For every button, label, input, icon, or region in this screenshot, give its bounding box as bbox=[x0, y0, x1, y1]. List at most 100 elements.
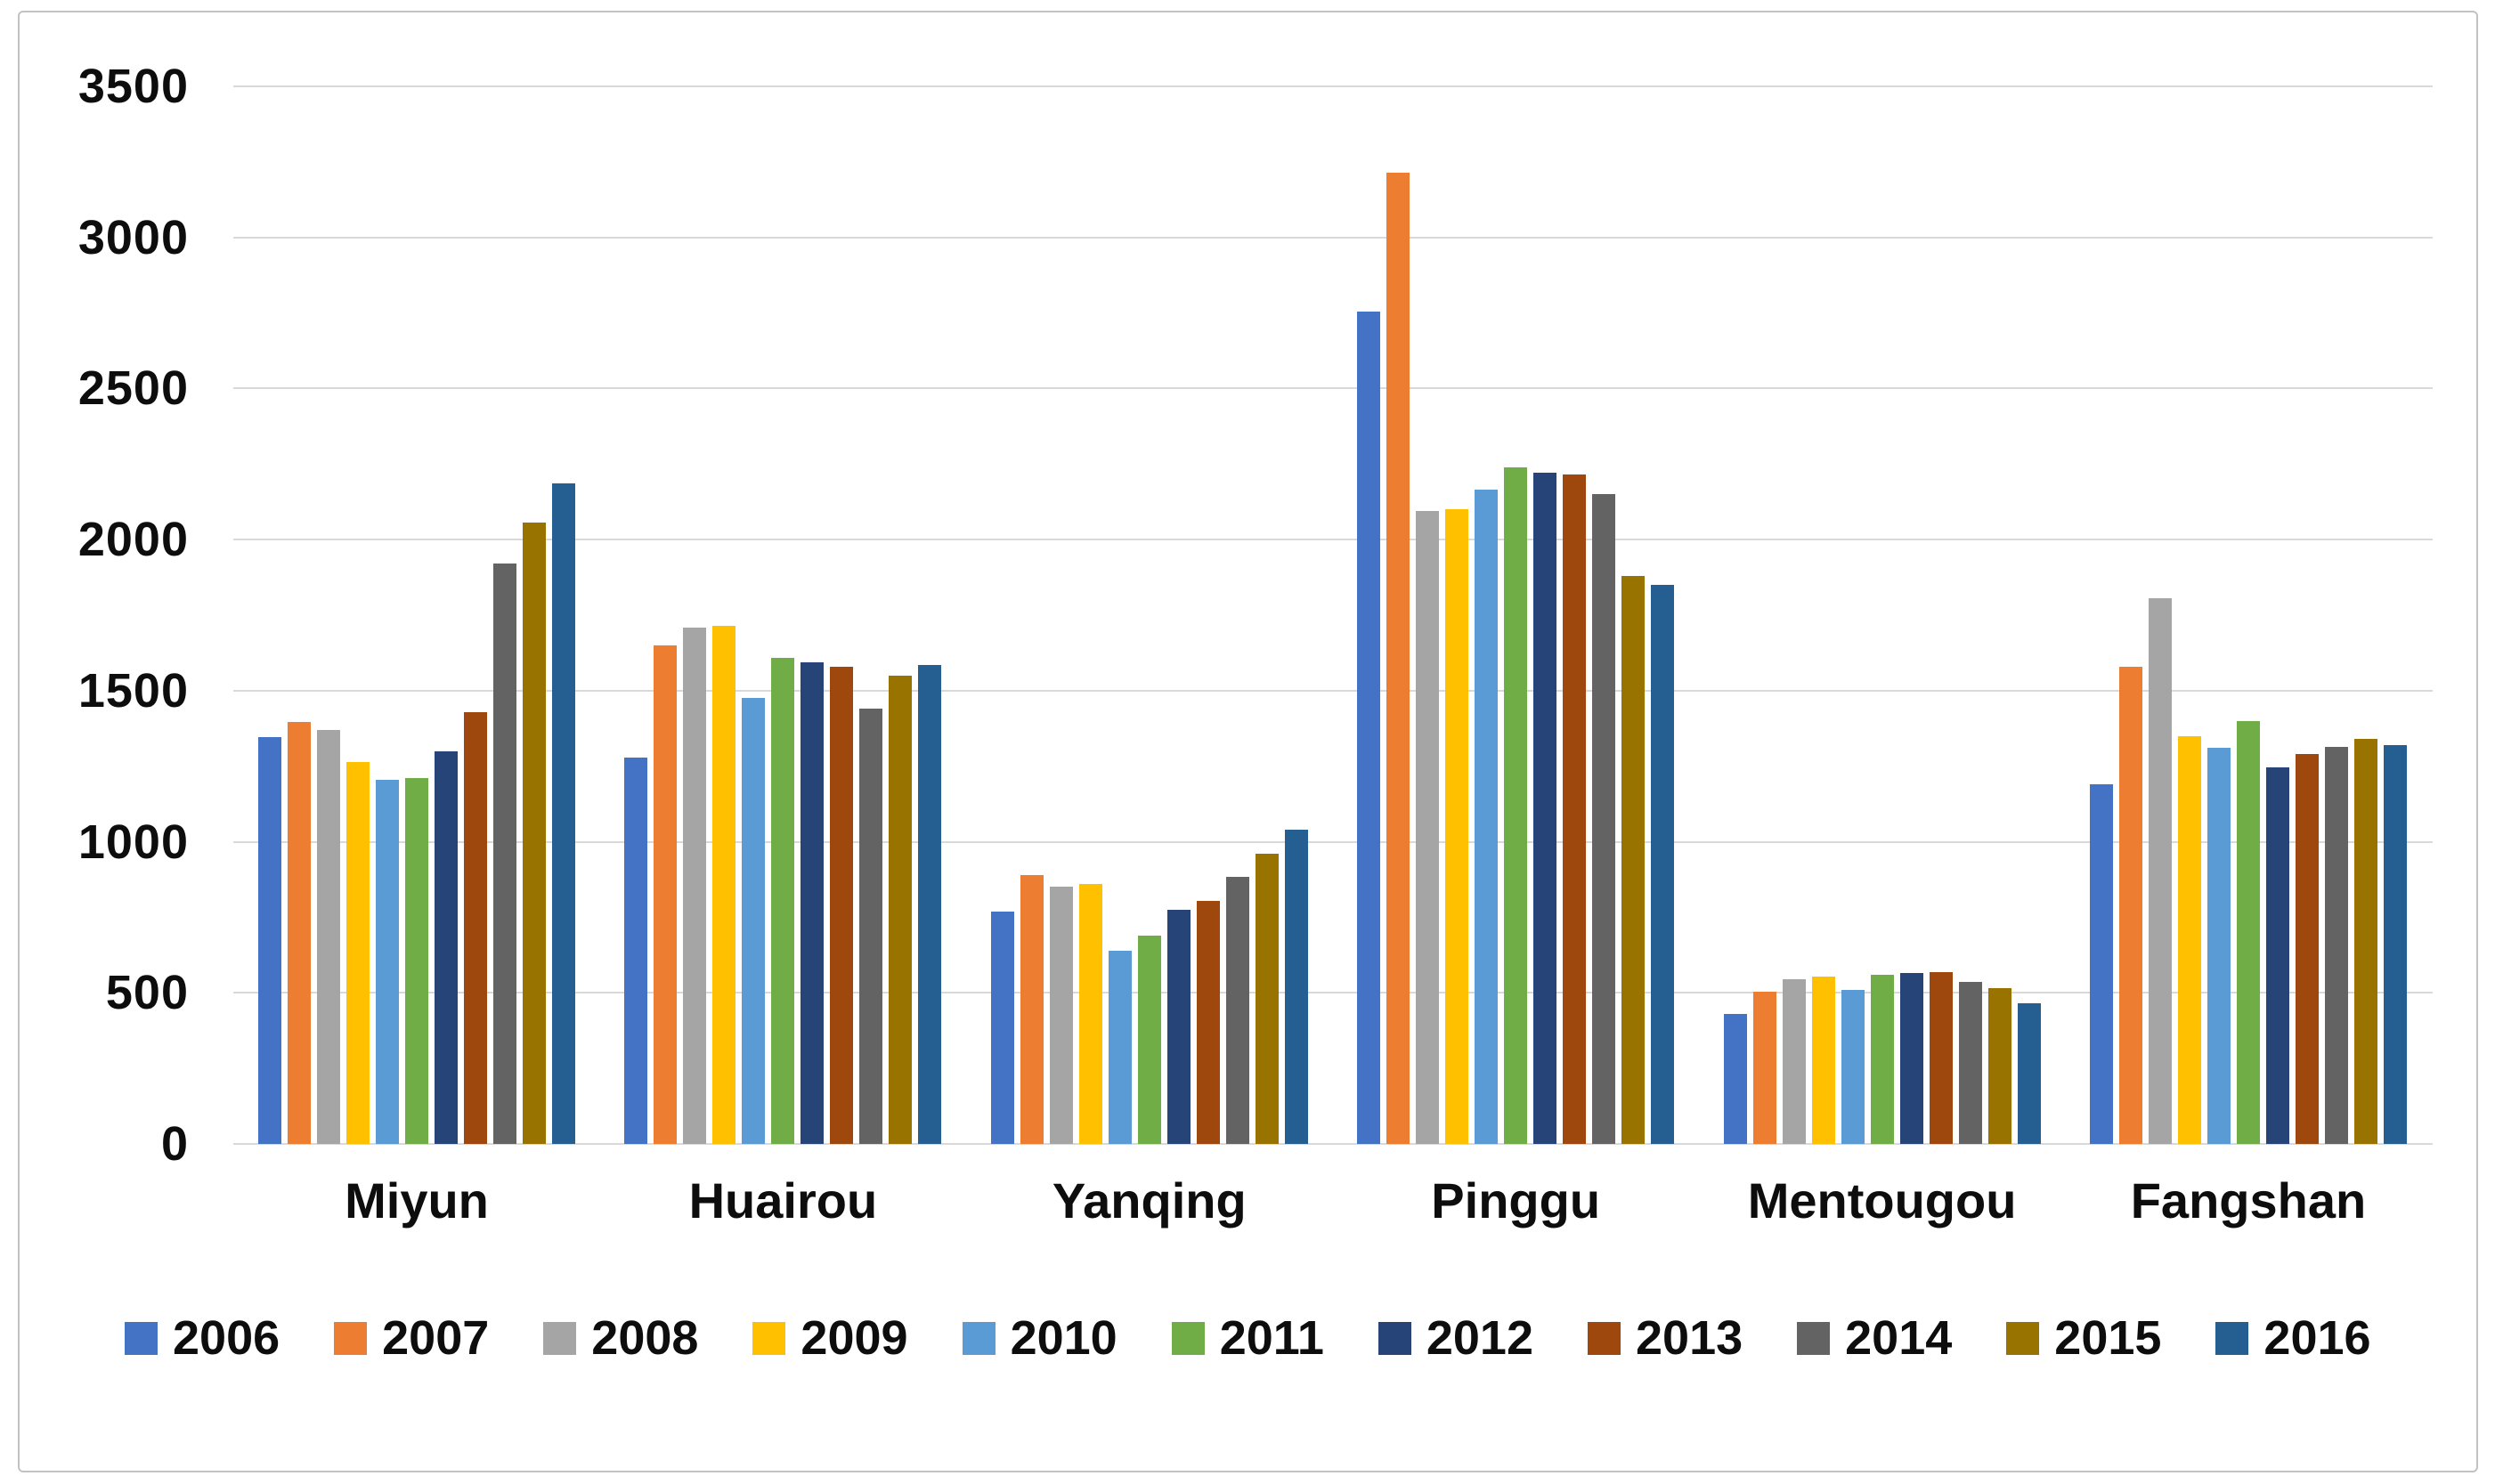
bar-huairou-2016 bbox=[918, 665, 942, 1144]
plot-area bbox=[233, 85, 2433, 1145]
bar-huairou-2014 bbox=[859, 709, 883, 1144]
legend-item-2011: 2011 bbox=[1171, 1310, 1324, 1366]
legend-item-2007: 2007 bbox=[334, 1310, 489, 1366]
legend-swatch-2010 bbox=[962, 1321, 996, 1355]
bar-fangshan-2013 bbox=[2295, 754, 2319, 1144]
bar-mentougou-2010 bbox=[1841, 990, 1865, 1144]
legend-swatch-2014 bbox=[1797, 1321, 1831, 1355]
bar-group-yanqing bbox=[990, 830, 1308, 1144]
legend-item-2010: 2010 bbox=[962, 1310, 1117, 1366]
bar-fangshan-2007 bbox=[2118, 667, 2142, 1144]
bar-pinggu-2007 bbox=[1386, 173, 1410, 1144]
bar-fangshan-2009 bbox=[2177, 736, 2201, 1144]
legend-item-2012: 2012 bbox=[1378, 1310, 1533, 1366]
bar-group-mentougou bbox=[1723, 972, 2041, 1144]
gridline-3000 bbox=[233, 237, 2433, 239]
bar-yanqing-2014 bbox=[1225, 877, 1249, 1144]
y-tick-3000: 3000 bbox=[77, 211, 189, 264]
legend-swatch-2006 bbox=[125, 1321, 158, 1355]
bar-yanqing-2012 bbox=[1166, 910, 1191, 1144]
y-tick-1500: 1500 bbox=[77, 664, 189, 718]
legend-swatch-2007 bbox=[334, 1321, 368, 1355]
bar-miyun-2015 bbox=[523, 523, 546, 1144]
legend-label-2011: 2011 bbox=[1219, 1311, 1324, 1365]
bar-fangshan-2008 bbox=[2148, 598, 2172, 1144]
bar-pinggu-2006 bbox=[1357, 312, 1381, 1144]
bar-miyun-2013 bbox=[464, 712, 487, 1144]
gridline-3500 bbox=[233, 85, 2433, 87]
legend-label-2014: 2014 bbox=[1845, 1311, 1953, 1365]
bar-yanqing-2008 bbox=[1049, 887, 1073, 1144]
bar-mentougou-2013 bbox=[1929, 972, 1953, 1144]
gridline-0 bbox=[233, 1143, 2433, 1145]
bar-pinggu-2009 bbox=[1445, 509, 1469, 1144]
legend-item-2015: 2015 bbox=[2006, 1310, 2161, 1366]
bar-pinggu-2008 bbox=[1416, 511, 1440, 1144]
x-label-miyun: Miyun bbox=[345, 1172, 489, 1229]
bar-yanqing-2015 bbox=[1255, 854, 1279, 1144]
bar-group-pinggu bbox=[1357, 173, 1675, 1144]
bar-mentougou-2016 bbox=[2017, 1003, 2041, 1144]
bar-mentougou-2014 bbox=[1958, 982, 1982, 1144]
legend-swatch-2015 bbox=[2006, 1321, 2040, 1355]
legend-swatch-2011 bbox=[1171, 1321, 1205, 1355]
legend-label-2012: 2012 bbox=[1426, 1311, 1533, 1365]
legend-item-2006: 2006 bbox=[125, 1310, 280, 1366]
bar-miyun-2006 bbox=[258, 737, 281, 1144]
x-label-huairou: Huairou bbox=[688, 1172, 878, 1229]
bar-fangshan-2006 bbox=[2089, 784, 2113, 1144]
bar-pinggu-2010 bbox=[1475, 490, 1499, 1144]
gridline-2500 bbox=[233, 387, 2433, 389]
bar-huairou-2015 bbox=[889, 676, 913, 1144]
bar-miyun-2010 bbox=[376, 780, 399, 1144]
legend-label-2010: 2010 bbox=[1010, 1311, 1117, 1365]
bar-huairou-2008 bbox=[683, 628, 707, 1144]
legend-label-2009: 2009 bbox=[801, 1311, 908, 1365]
bar-yanqing-2006 bbox=[990, 912, 1014, 1144]
y-tick-500: 500 bbox=[105, 966, 189, 1019]
bar-yanqing-2011 bbox=[1137, 936, 1161, 1144]
legend-item-2014: 2014 bbox=[1797, 1310, 1952, 1366]
bar-miyun-2012 bbox=[435, 751, 458, 1144]
bar-group-fangshan bbox=[2089, 598, 2407, 1144]
legend-swatch-2012 bbox=[1378, 1321, 1411, 1355]
bar-huairou-2011 bbox=[771, 658, 795, 1144]
x-label-mentougou: Mentougou bbox=[1747, 1172, 2017, 1229]
bar-mentougou-2006 bbox=[1723, 1014, 1747, 1144]
legend-swatch-2008 bbox=[543, 1321, 577, 1355]
bar-fangshan-2016 bbox=[2383, 745, 2407, 1144]
bar-group-miyun bbox=[258, 483, 575, 1144]
x-label-pinggu: Pinggu bbox=[1431, 1172, 1601, 1229]
gridline-2000 bbox=[233, 539, 2433, 540]
gridline-1500 bbox=[233, 690, 2433, 692]
bar-miyun-2009 bbox=[346, 762, 370, 1144]
legend-swatch-2016 bbox=[2215, 1321, 2249, 1355]
legend-swatch-2009 bbox=[752, 1321, 786, 1355]
bar-huairou-2012 bbox=[801, 662, 825, 1144]
legend-item-2008: 2008 bbox=[543, 1310, 698, 1366]
bar-mentougou-2012 bbox=[1899, 973, 1923, 1144]
x-label-fangshan: Fangshan bbox=[2130, 1172, 2367, 1229]
bar-huairou-2009 bbox=[712, 626, 736, 1144]
bar-fangshan-2014 bbox=[2324, 747, 2348, 1144]
bar-fangshan-2011 bbox=[2236, 721, 2260, 1144]
bar-huairou-2007 bbox=[654, 645, 678, 1144]
legend-item-2016: 2016 bbox=[2215, 1310, 2371, 1366]
bar-yanqing-2016 bbox=[1284, 830, 1308, 1144]
bar-huairou-2013 bbox=[830, 667, 854, 1144]
bar-miyun-2014 bbox=[493, 564, 516, 1144]
x-axis-category-labels: Miyun Huairou Yanqing Pinggu Mentougou Fangsh… bbox=[233, 1172, 2433, 1229]
y-tick-2500: 2500 bbox=[77, 361, 189, 415]
bar-pinggu-2012 bbox=[1533, 473, 1557, 1144]
bar-mentougou-2007 bbox=[1752, 992, 1776, 1144]
y-tick-1000: 1000 bbox=[77, 815, 189, 869]
bar-miyun-2011 bbox=[405, 778, 428, 1144]
y-tick-2000: 2000 bbox=[77, 513, 189, 566]
bar-fangshan-2012 bbox=[2265, 767, 2289, 1144]
bar-fangshan-2015 bbox=[2353, 739, 2377, 1144]
gridline-1000 bbox=[233, 841, 2433, 843]
legend-swatch-2013 bbox=[1588, 1321, 1621, 1355]
legend-item-2009: 2009 bbox=[752, 1310, 908, 1366]
bar-mentougou-2009 bbox=[1811, 977, 1835, 1144]
